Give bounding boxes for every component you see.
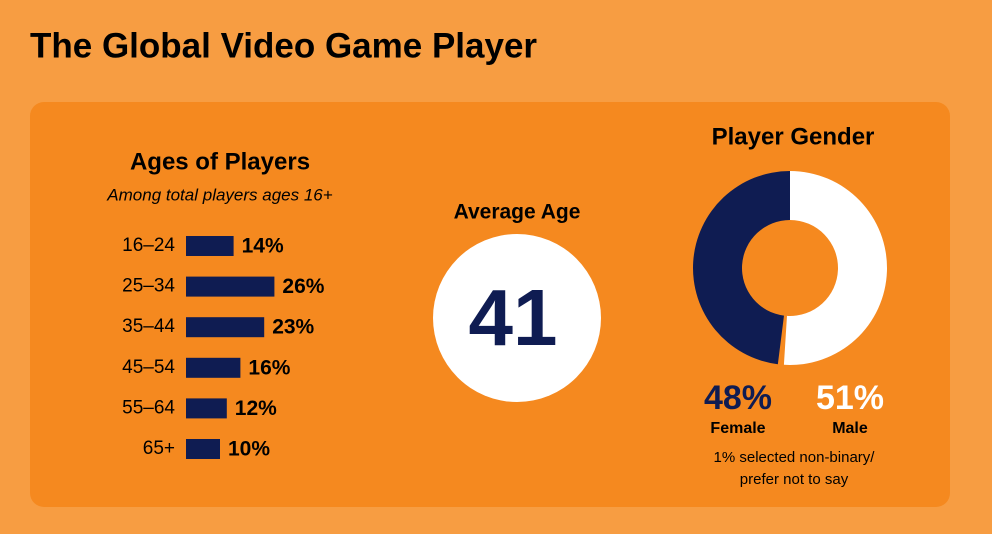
value-label: 14% <box>242 235 284 258</box>
donut-segment <box>783 171 888 365</box>
value-label: 26% <box>282 275 324 298</box>
bar <box>186 236 234 256</box>
category-label: 55–64 <box>122 397 175 418</box>
legend-label: Female <box>710 420 765 437</box>
page-title: The Global Video Game Player <box>30 26 537 65</box>
bar <box>186 398 227 419</box>
bar <box>186 276 275 297</box>
category-label: 25–34 <box>122 276 175 297</box>
bar <box>186 439 220 459</box>
bar <box>186 357 241 378</box>
value-label: 23% <box>272 316 314 339</box>
category-label: 45–54 <box>122 357 175 378</box>
value-label: 48% <box>704 379 772 417</box>
donut-segment <box>692 171 790 365</box>
category-label: 65+ <box>143 438 175 459</box>
chart-title: Player Gender <box>712 123 875 150</box>
stat-title: Average Age <box>454 201 581 224</box>
value-label: 51% <box>816 379 884 417</box>
value-label: 12% <box>235 397 277 420</box>
legend-label: Male <box>832 420 868 437</box>
category-label: 16–24 <box>122 235 175 256</box>
chart-subtitle: Among total players ages 16+ <box>106 185 332 204</box>
note: 1% selected non-binary/ <box>714 449 876 466</box>
value-label: 16% <box>248 356 290 379</box>
chart-title: Ages of Players <box>130 148 310 175</box>
stat-circle <box>433 234 601 402</box>
value-label: 10% <box>228 438 270 461</box>
bar <box>186 317 265 338</box>
note: prefer not to say <box>740 471 849 488</box>
category-label: 35–44 <box>122 316 175 337</box>
stat-value: 41 <box>469 273 558 362</box>
